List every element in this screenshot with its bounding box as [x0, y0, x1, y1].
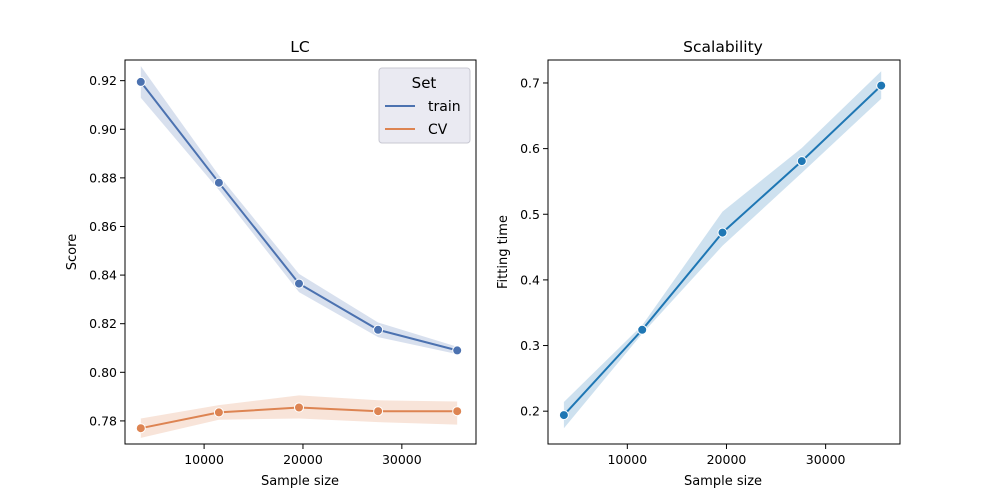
- scalability-y-axis-label: Fitting time: [496, 215, 511, 289]
- lc-cv-band: [140, 395, 458, 438]
- y-tick-label: 0.6: [520, 141, 540, 156]
- y-tick-label: 0.84: [89, 268, 117, 283]
- x-tick-label: 10000: [607, 452, 647, 467]
- y-tick-label: 0.78: [89, 413, 117, 428]
- y-tick-label: 0.82: [89, 316, 117, 331]
- lc-panel: LC 10000 20000 30000 0.780.800.820.840.860…: [65, 38, 477, 489]
- y-tick-label: 0.88: [89, 170, 117, 185]
- y-tick-label: 0.4: [520, 272, 540, 287]
- lc-cv-point: [294, 402, 304, 413]
- legend-title: Set: [412, 74, 437, 92]
- legend-frame: [378, 67, 471, 144]
- sc-series-0-point: [796, 156, 807, 167]
- sc-series-0-point: [637, 324, 648, 335]
- y-tick-label: 0.3: [520, 338, 540, 353]
- scalability-plot-area: [547, 59, 901, 445]
- scalability-panel: Scalability 10000 20000 30000 0.2 0.3 0.4 0.5…: [496, 38, 901, 489]
- sc-series-0-point: [717, 227, 728, 238]
- sc-series-0-point: [876, 80, 887, 91]
- lc-y-ticks: 0.78 0.80 0.82 0.84 0.86 0.88 0.90 0.92: [89, 73, 125, 428]
- x-tick-label: 30000: [382, 452, 422, 467]
- y-tick-label: 0.80: [89, 365, 117, 380]
- scalability-series-points: [558, 80, 887, 421]
- y-tick-label: 0.86: [89, 219, 117, 234]
- scalability-title: Scalability: [683, 38, 763, 56]
- legend-train-label: train: [428, 99, 461, 115]
- lc-legend: Set train CV: [378, 67, 471, 144]
- y-tick-label: 0.2: [520, 404, 540, 419]
- sc-series-0-point: [558, 410, 569, 421]
- lc-train-point: [452, 345, 463, 356]
- y-tick-label: 0.7: [520, 75, 540, 90]
- lc-cv-point: [135, 423, 146, 434]
- lc-x-ticks: 10000 20000 30000: [184, 444, 422, 467]
- lc-plot-area: [124, 59, 477, 445]
- lc-cv-point: [373, 406, 384, 417]
- sc-series-0-band: [563, 71, 882, 429]
- x-tick-label: 10000: [184, 452, 224, 467]
- lc-cv-point: [452, 406, 463, 417]
- legend-cv-label: CV: [428, 122, 448, 138]
- scalability-x-ticks: 10000 20000 30000: [607, 444, 846, 467]
- lc-train-point: [213, 177, 224, 188]
- lc-cv-point: [213, 407, 224, 418]
- lc-train-point: [135, 76, 146, 87]
- lc-train-point: [294, 278, 304, 289]
- lc-title: LC: [290, 38, 309, 56]
- lc-train-point: [373, 324, 384, 335]
- lc-series-points: [135, 76, 463, 434]
- lc-y-axis-label: Score: [65, 234, 80, 270]
- y-tick-label: 0.5: [520, 207, 540, 222]
- y-tick-label: 0.90: [89, 122, 117, 137]
- x-tick-label: 20000: [283, 452, 323, 467]
- scalability-x-axis-label: Sample size: [684, 474, 762, 489]
- x-tick-label: 20000: [707, 452, 747, 467]
- y-tick-label: 0.92: [89, 73, 117, 88]
- scalability-confidence-band: [563, 71, 882, 429]
- scalability-y-ticks: 0.2 0.3 0.4 0.5 0.6 0.7: [520, 75, 548, 419]
- lc-confidence-bands: [140, 66, 458, 438]
- x-tick-label: 30000: [806, 452, 846, 467]
- lc-x-axis-label: Sample size: [261, 474, 339, 489]
